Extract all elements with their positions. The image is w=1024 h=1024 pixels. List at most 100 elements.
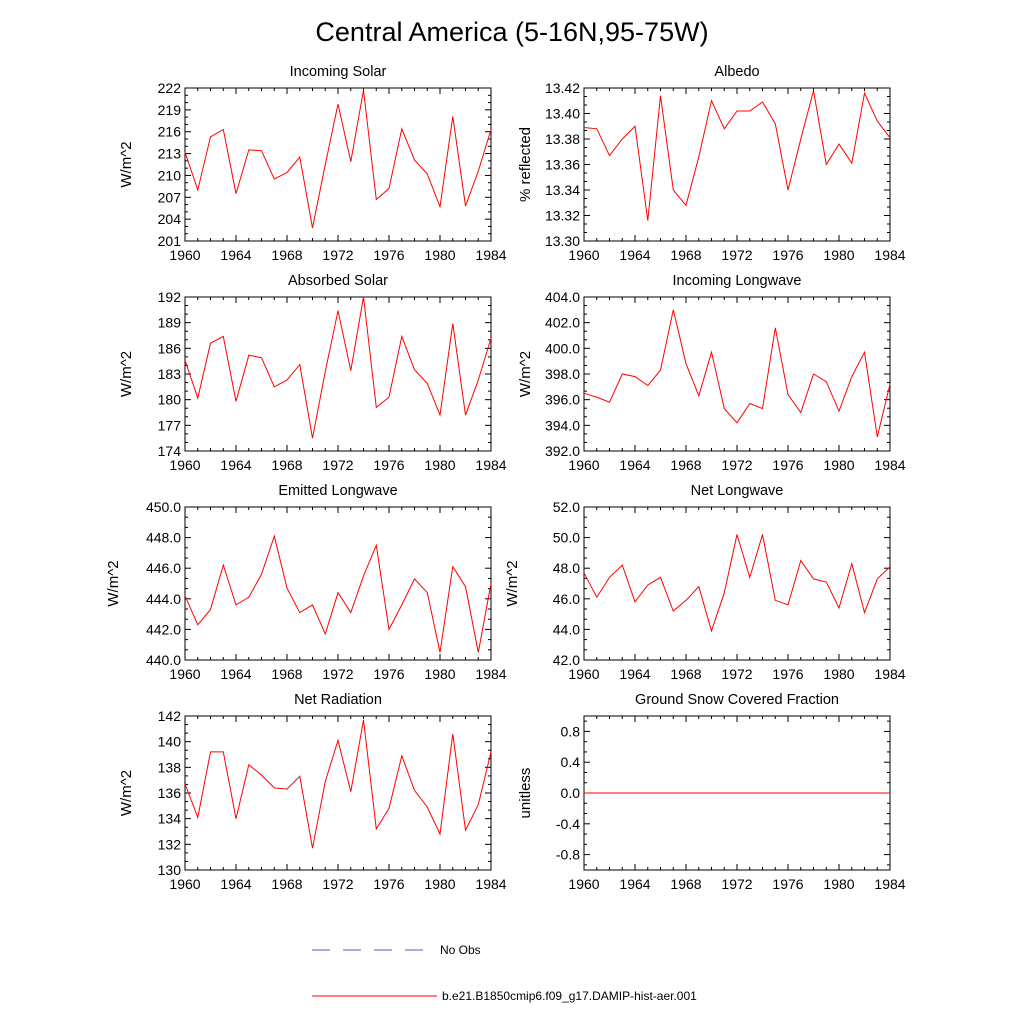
legend-label-model: b.e21.B1850cmip6.f09_g17.DAMIP-hist-aer.…	[442, 989, 697, 1003]
x-tick-label: 1976	[373, 666, 404, 682]
y-tick-label: 404.0	[545, 289, 580, 305]
y-tick-label: 448.0	[146, 530, 181, 546]
x-tick-label: 1968	[271, 457, 302, 473]
x-tick-label: 1984	[475, 666, 506, 682]
x-tick-label: 1972	[322, 876, 353, 892]
y-tick-label: 130	[158, 862, 182, 878]
panel-ground-snow-covered-fraction: 1960 1964 1968 1972 1976 1980 1984 -0.8 -0.4 0.0 0…	[517, 692, 906, 892]
y-tick-label: 132	[158, 836, 182, 852]
series-line	[184, 534, 492, 653]
panel-title: Absorbed Solar	[288, 273, 388, 289]
y-tick-label: 204	[158, 211, 182, 227]
panel-title: Albedo	[714, 64, 759, 80]
series-line	[583, 534, 891, 633]
x-tick-label: 1984	[874, 247, 905, 263]
x-tick-label: 1964	[220, 666, 251, 682]
y-tick-label: 183	[158, 366, 182, 382]
series-line	[184, 90, 492, 228]
y-tick-label: 210	[158, 167, 182, 183]
y-tick-label: 216	[158, 124, 182, 140]
y-tick-label: 450.0	[146, 499, 181, 515]
x-tick-label: 1968	[271, 247, 302, 263]
x-tick-label: 1980	[823, 876, 854, 892]
y-tick-label: 13.32	[545, 208, 580, 224]
y-tick-label: 50.0	[553, 530, 580, 546]
x-tick-label: 1980	[424, 876, 455, 892]
figure-title: Central America (5-16N,95-75W)	[315, 17, 708, 47]
x-tick-label: 1984	[475, 457, 506, 473]
plot-frame	[583, 296, 891, 452]
x-tick-label: 1960	[169, 457, 200, 473]
legend: No Obs b.e21.B1850cmip6.f09_g17.DAMIP-his…	[312, 943, 697, 1003]
panel-title: Incoming Longwave	[673, 273, 802, 289]
x-tick-label: 1972	[322, 457, 353, 473]
y-axis-label: W/m^2	[118, 351, 135, 397]
x-tick-label: 1972	[721, 666, 752, 682]
y-tick-label: 396.0	[545, 392, 580, 408]
y-tick-label: 186	[158, 340, 182, 356]
y-tick-label: 444.0	[146, 591, 181, 607]
y-axis-label: % reflected	[517, 127, 534, 202]
panel-title: Net Longwave	[691, 483, 784, 499]
y-tick-label: 13.30	[545, 233, 580, 249]
x-tick-label: 1984	[874, 876, 905, 892]
x-tick-label: 1984	[874, 457, 905, 473]
x-tick-label: 1972	[322, 666, 353, 682]
x-tick-label: 1964	[619, 457, 650, 473]
y-tick-label: 13.40	[545, 106, 580, 122]
x-tick-label: 1964	[220, 876, 251, 892]
panels: 1960 1964 1968 1972 1976 1980 1984 201 204 207 210…	[105, 64, 906, 892]
plot-frame	[184, 87, 492, 242]
y-tick-label: 138	[158, 759, 182, 775]
plot-frame	[583, 506, 891, 661]
y-tick-label: 442.0	[146, 621, 181, 637]
x-tick-label: 1972	[322, 247, 353, 263]
x-tick-label: 1960	[169, 247, 200, 263]
y-tick-label: 134	[158, 811, 182, 827]
y-tick-label: 398.0	[545, 366, 580, 382]
x-tick-label: 1968	[670, 666, 701, 682]
x-tick-label: 1976	[772, 876, 803, 892]
series-line	[184, 296, 492, 439]
y-tick-label: 180	[158, 392, 182, 408]
panel-title: Incoming Solar	[290, 64, 387, 80]
x-tick-label: 1972	[721, 247, 752, 263]
y-tick-label: 219	[158, 102, 182, 118]
x-tick-label: 1980	[823, 247, 854, 263]
panel-net-longwave: 1960 1964 1968 1972 1976 1980 1984 42.0 44.0 46.0…	[504, 483, 906, 682]
x-tick-label: 1976	[772, 247, 803, 263]
y-tick-label: 140	[158, 734, 182, 750]
panel-incoming-solar: 1960 1964 1968 1972 1976 1980 1984 201 204 207 210…	[118, 64, 507, 263]
x-tick-label: 1964	[619, 876, 650, 892]
x-tick-label: 1964	[619, 247, 650, 263]
panel-title: Emitted Longwave	[278, 483, 397, 499]
x-tick-label: 1968	[670, 457, 701, 473]
panel-emitted-longwave: 1960 1964 1968 1972 1976 1980 1984 440.0 442.0 44…	[105, 483, 507, 682]
x-tick-label: 1960	[568, 247, 599, 263]
x-tick-label: 1960	[568, 876, 599, 892]
series-line	[583, 309, 891, 438]
x-tick-label: 1972	[721, 457, 752, 473]
panel-albedo: 1960 1964 1968 1972 1976 1980 1984 13.30 13.32 13…	[517, 64, 906, 263]
y-tick-label: 392.0	[545, 443, 580, 459]
series-line	[184, 719, 492, 849]
x-tick-label: 1972	[721, 876, 752, 892]
x-tick-label: 1980	[424, 666, 455, 682]
y-tick-label: 48.0	[553, 560, 580, 576]
y-axis-label: W/m^2	[118, 141, 135, 187]
y-tick-label: 213	[158, 146, 182, 162]
x-tick-label: 1976	[373, 247, 404, 263]
x-tick-label: 1976	[772, 457, 803, 473]
x-tick-label: 1980	[823, 666, 854, 682]
x-tick-label: 1964	[220, 247, 251, 263]
x-tick-label: 1968	[271, 666, 302, 682]
y-tick-label: 189	[158, 315, 182, 331]
y-tick-label: 0.0	[561, 785, 581, 801]
y-tick-label: 13.38	[545, 131, 580, 147]
panel-net-radiation: 1960 1964 1968 1972 1976 1980 1984 130 132 134 136…	[118, 692, 507, 892]
y-axis-label: W/m^2	[105, 560, 122, 606]
x-tick-label: 1980	[823, 457, 854, 473]
x-tick-label: 1984	[475, 876, 506, 892]
x-tick-label: 1964	[220, 457, 251, 473]
